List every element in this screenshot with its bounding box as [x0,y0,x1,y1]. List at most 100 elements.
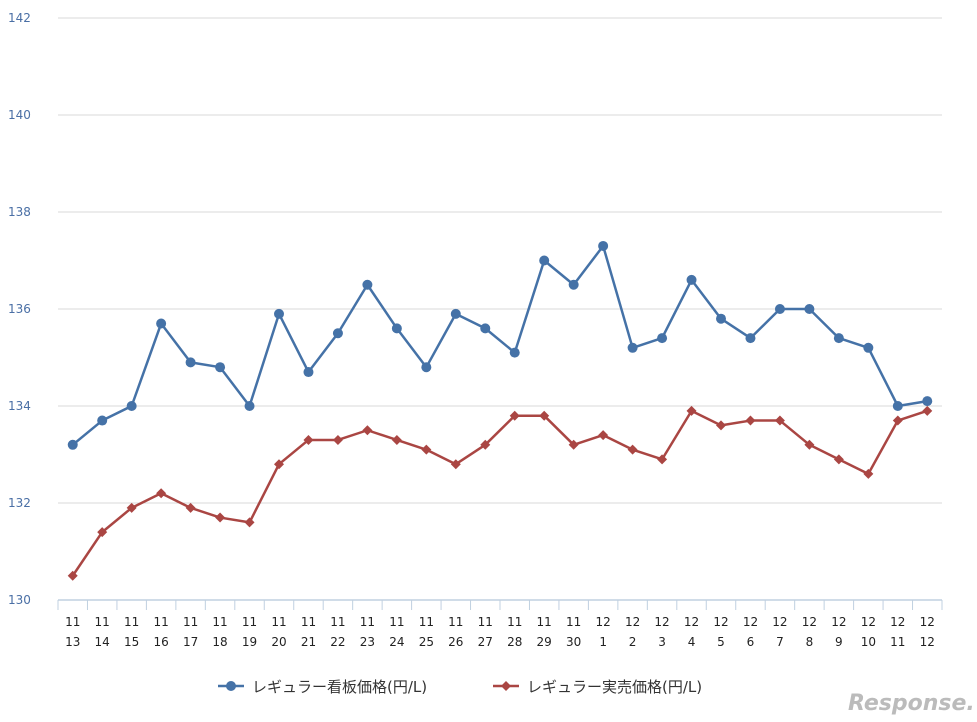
x-tick-label: 11 14 [95,615,110,649]
data-point [568,439,579,450]
data-point [421,362,432,373]
x-tick-label: 11 29 [537,615,552,649]
data-point [568,279,579,290]
data-point [598,430,609,441]
data-point [303,434,314,445]
y-tick-label: 140 [8,108,31,122]
x-tick-label: 12 6 [743,615,758,649]
y-tick-label: 142 [8,11,31,25]
data-point [332,328,343,339]
legend-label: レギュラー看板価格(円/L) [252,678,427,696]
data-point [804,439,815,450]
x-tick-label: 11 19 [242,615,257,649]
x-tick-label: 11 23 [360,615,375,649]
y-tick-label: 134 [8,399,31,413]
data-point [745,415,756,426]
data-point [126,502,137,513]
data-point [892,415,903,426]
x-tick-label: 12 3 [654,615,669,649]
x-tick-label: 11 22 [330,615,345,649]
series-line-2 [71,409,928,577]
x-tick-label: 12 11 [890,615,905,649]
x-tick-label: 12 9 [831,615,846,649]
data-point [833,454,844,465]
legend-label: レギュラー実売価格(円/L) [527,678,702,696]
series-line-1 [71,244,928,446]
data-point [716,313,726,324]
data-point [892,401,903,411]
data-point [97,415,108,426]
x-tick-label: 11 15 [124,615,139,649]
data-point [922,396,933,407]
x-tick-label: 11 26 [448,615,463,649]
data-point [185,502,196,513]
data-point [657,454,668,465]
x-tick-label: 12 7 [772,615,787,649]
data-point [480,323,491,334]
data-point [67,570,78,581]
data-point [391,323,402,334]
data-point [244,401,255,411]
x-tick-label: 12 2 [625,615,640,649]
data-point [509,410,520,421]
x-tick-label: 11 20 [271,615,286,649]
data-point [450,308,461,319]
x-tick-label: 11 21 [301,615,316,649]
data-point [627,342,638,353]
data-point [362,279,373,290]
data-point [274,308,284,319]
x-tick-label: 12 4 [684,615,699,649]
data-point [804,304,815,314]
data-point [833,333,844,344]
data-point [185,357,196,368]
x-tick-label: 11 13 [65,615,80,649]
data-point [391,434,402,445]
x-tick-label: 11 25 [419,615,434,649]
y-tick-label: 130 [8,593,31,607]
data-point [686,405,697,416]
x-tick-label: 12 1 [595,615,610,649]
data-point [627,444,638,455]
data-point [156,318,167,329]
data-point [863,342,874,353]
data-point [67,439,78,450]
x-tick-label: 12 10 [861,615,876,649]
x-tick-label: 11 17 [183,615,198,649]
data-point [274,459,284,470]
x-tick-label: 11 18 [212,615,227,649]
y-tick-label: 136 [8,302,31,316]
data-point [450,459,461,470]
data-point [126,401,137,411]
data-point [509,347,520,358]
data-point [598,240,609,251]
x-tick-label: 12 5 [713,615,728,649]
data-point [332,434,343,445]
x-tick-label: 12 8 [802,615,817,649]
data-point [657,333,668,344]
legend-marker [501,681,511,691]
data-point [863,468,874,479]
x-tick-label: 11 27 [478,615,493,649]
data-point [539,410,550,421]
x-tick-label: 11 28 [507,615,522,649]
data-point [774,304,785,314]
data-point [686,274,697,285]
data-point [774,415,785,426]
data-point [539,255,550,266]
data-point [421,444,432,455]
data-point [716,420,726,431]
x-tick-label: 11 16 [153,615,168,649]
x-tick-label: 11 30 [566,615,581,649]
watermark-logo: Response. [848,691,975,716]
x-tick-label: 12 12 [920,615,935,649]
y-tick-label: 138 [8,205,31,219]
data-point [922,405,933,416]
data-point [215,512,226,523]
data-point [303,367,314,378]
data-point [156,488,167,499]
x-tick-label: 11 24 [389,615,404,649]
legend-marker [226,681,236,691]
y-tick-label: 132 [8,496,31,510]
data-point [215,362,226,373]
